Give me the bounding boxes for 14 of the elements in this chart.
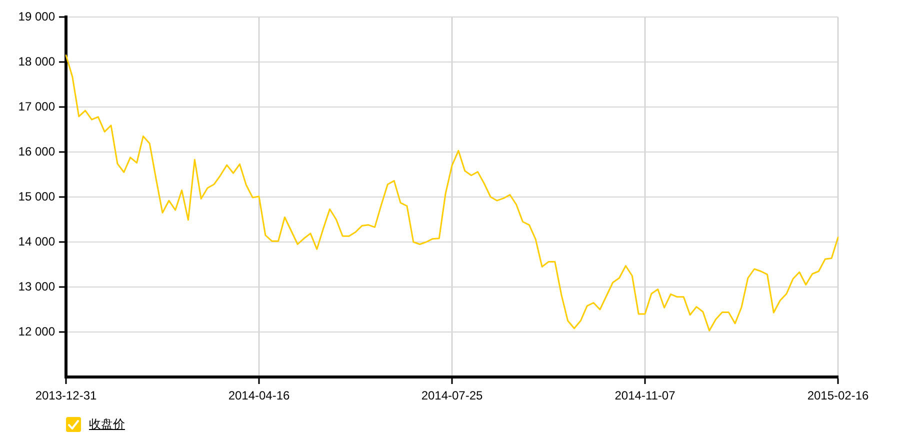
- x-tick-label: 2014-11-07: [614, 388, 676, 403]
- x-tick-label: 2014-04-16: [228, 388, 290, 403]
- y-tick-label: 19 000: [18, 9, 56, 24]
- y-tick-label: 12 000: [18, 324, 56, 338]
- y-tick-label: 13 000: [18, 279, 56, 294]
- x-tick-label: 2013-12-31: [35, 388, 98, 403]
- y-tick-label: 16 000: [18, 144, 56, 158]
- y-tick-label: 14 000: [18, 234, 56, 248]
- x-tick-label: 2015-02-16: [807, 388, 870, 403]
- y-tick-label: 18 000: [18, 54, 56, 68]
- y-tick-label: 17 000: [18, 99, 56, 114]
- legend-label: 收盘价: [89, 416, 125, 433]
- y-tick-label: 15 000: [18, 189, 56, 204]
- x-tick-label: 2014-07-25: [421, 388, 484, 403]
